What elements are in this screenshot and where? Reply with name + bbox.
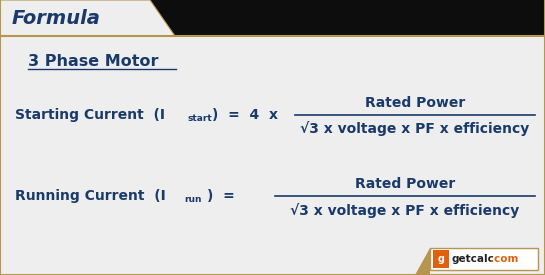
Text: √3 x voltage x PF x efficiency: √3 x voltage x PF x efficiency <box>300 122 530 136</box>
Text: .com: .com <box>490 254 518 264</box>
Text: Rated Power: Rated Power <box>365 96 465 110</box>
Text: start: start <box>188 114 213 123</box>
Text: √3 x voltage x PF x efficiency: √3 x voltage x PF x efficiency <box>290 202 519 218</box>
Text: 3 Phase Motor: 3 Phase Motor <box>28 54 159 70</box>
Polygon shape <box>0 0 175 36</box>
Text: g: g <box>438 254 445 264</box>
Text: run: run <box>184 195 202 204</box>
Text: Running Current  (I: Running Current (I <box>15 189 166 203</box>
Polygon shape <box>415 248 430 275</box>
Text: getcalc: getcalc <box>452 254 495 264</box>
FancyBboxPatch shape <box>433 250 449 268</box>
Text: )  =  4  x: ) = 4 x <box>212 108 278 122</box>
Text: Formula: Formula <box>12 9 101 28</box>
FancyBboxPatch shape <box>430 248 538 270</box>
Bar <box>0 0 545 36</box>
Text: )  =: ) = <box>207 189 235 203</box>
Text: Rated Power: Rated Power <box>355 177 455 191</box>
Text: Starting Current  (I: Starting Current (I <box>15 108 165 122</box>
